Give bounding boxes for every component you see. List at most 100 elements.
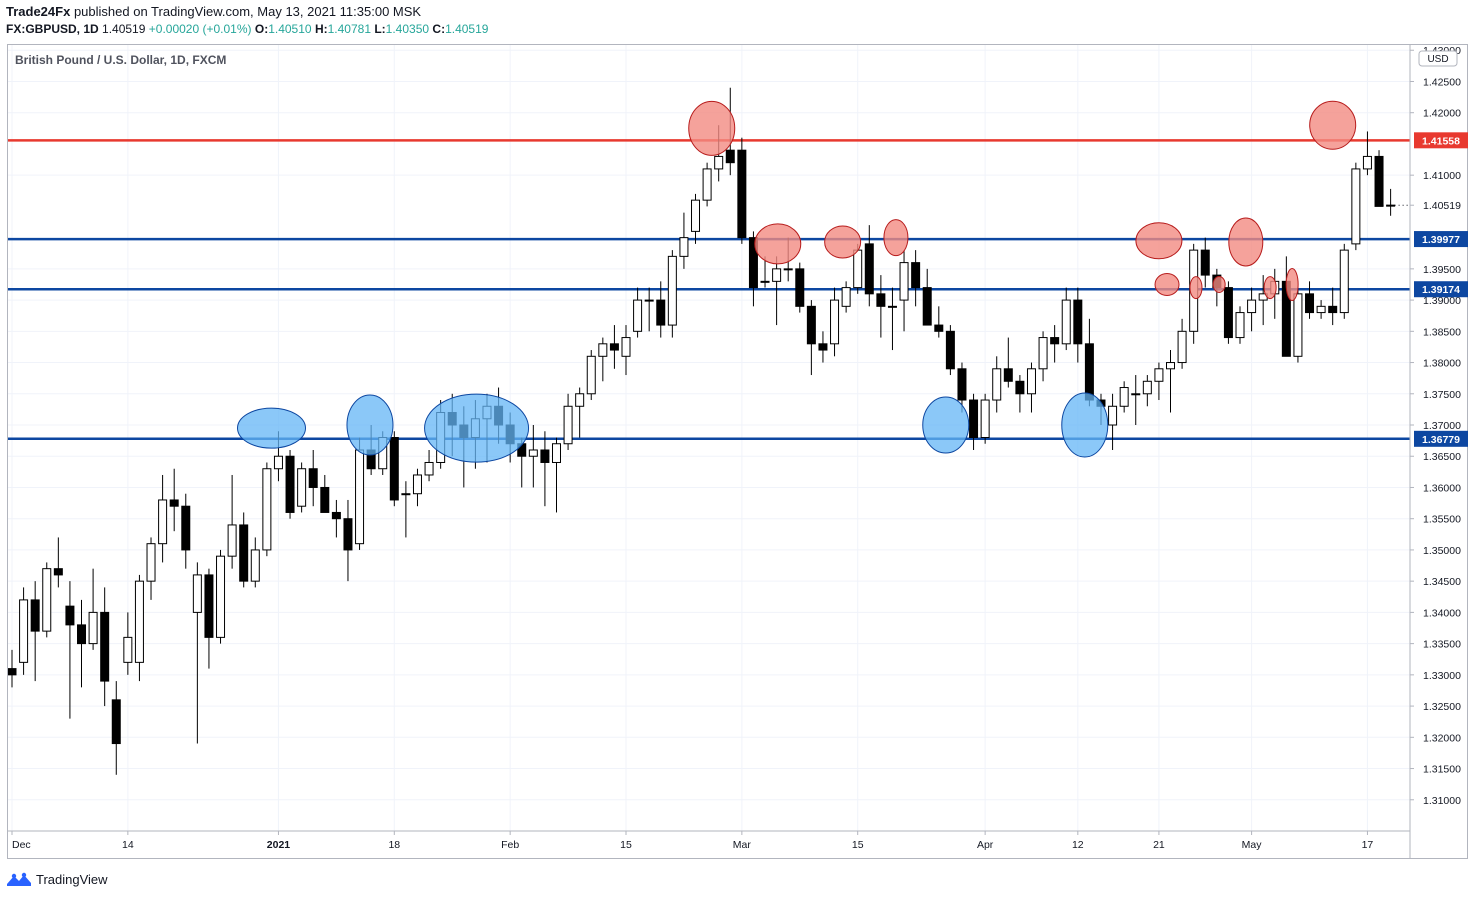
candle xyxy=(192,562,202,744)
bull-candle-body xyxy=(1108,405,1118,426)
bull-candle-body xyxy=(702,168,712,201)
candle xyxy=(760,256,770,288)
bull-candle-body xyxy=(262,468,272,551)
candle xyxy=(389,431,399,507)
bear-candle-body xyxy=(100,611,110,682)
candle xyxy=(1026,362,1036,413)
candle xyxy=(355,437,365,550)
high-label: H: xyxy=(314,22,328,36)
candle xyxy=(331,499,341,538)
candle xyxy=(575,387,585,438)
candle xyxy=(887,287,897,351)
support-marker xyxy=(237,407,307,449)
bull-candle-body xyxy=(1339,249,1349,314)
candle xyxy=(19,587,29,675)
y-tick-label: 1.36500 xyxy=(1423,451,1461,463)
x-tick-label: 17 xyxy=(1362,839,1374,851)
bear-candle-body xyxy=(806,305,816,345)
x-tick-label: 21 xyxy=(1153,839,1165,851)
bear-candle-body xyxy=(864,243,874,295)
bear-candle-body xyxy=(320,486,330,513)
candle xyxy=(123,612,133,675)
footer: TradingView xyxy=(6,870,108,888)
bull-candle-body xyxy=(1038,337,1048,370)
level-price-label: 1.39977 xyxy=(1422,234,1460,246)
resistance-marker xyxy=(1285,267,1299,301)
chart-title: British Pound / U.S. Dollar, 1D, FXCM xyxy=(15,53,226,67)
bear-candle-body xyxy=(285,455,295,513)
close-value: 1.40519 xyxy=(445,22,489,36)
resistance-marker xyxy=(1228,217,1264,267)
candle xyxy=(609,325,619,369)
bull-candle-body xyxy=(783,268,793,271)
candle xyxy=(1166,350,1175,413)
bear-candle-body xyxy=(656,299,666,326)
candle xyxy=(864,225,874,307)
bull-candle-body xyxy=(1386,204,1396,207)
candle xyxy=(702,162,712,207)
bear-candle-body xyxy=(934,324,944,332)
bull-candle-body xyxy=(1362,155,1372,170)
y-tick-label: 1.34000 xyxy=(1423,607,1461,619)
bull-candle-body xyxy=(1154,368,1164,382)
candle xyxy=(691,193,701,244)
candle xyxy=(957,362,967,413)
candle xyxy=(551,437,561,513)
level-price-tag xyxy=(1414,231,1468,248)
y-tick-label: 1.41000 xyxy=(1423,170,1461,182)
bull-candle-body xyxy=(679,237,689,257)
candle xyxy=(633,287,643,338)
grid-lines xyxy=(7,44,1410,831)
bull-candle-body xyxy=(1293,293,1303,357)
bull-candle-body xyxy=(1351,168,1361,245)
bear-candle-body xyxy=(1328,305,1338,314)
candle xyxy=(1142,375,1152,407)
bull-candle-body xyxy=(563,405,573,445)
bull-candle-body xyxy=(691,199,701,232)
resistance-marker xyxy=(754,223,802,265)
bull-candle-body xyxy=(1235,312,1245,339)
candle xyxy=(563,393,573,450)
candle xyxy=(1073,287,1083,363)
candle xyxy=(1131,375,1141,426)
bear-candle-body xyxy=(911,262,921,289)
candle xyxy=(586,350,596,401)
bear-candle-body xyxy=(181,505,191,551)
y-tick-label: 1.37000 xyxy=(1423,420,1461,432)
level-price-label: 1.41558 xyxy=(1422,135,1460,147)
candle xyxy=(320,474,330,513)
bull-candle-body xyxy=(621,337,631,357)
candle xyxy=(969,393,979,450)
support-marker xyxy=(346,394,394,456)
chart-container[interactable]: 1.430001.425001.420001.410001.405191.395… xyxy=(7,44,1468,859)
bull-candle-body xyxy=(841,287,851,307)
low-label: L: xyxy=(374,22,386,36)
y-tick-label: 1.34500 xyxy=(1423,576,1461,588)
level-price-tag xyxy=(1414,132,1468,149)
bull-candle-body xyxy=(355,449,365,545)
footer-brand: TradingView xyxy=(36,871,108,887)
candle xyxy=(343,499,353,582)
bull-candle-body xyxy=(980,399,990,438)
x-tick-label: 18 xyxy=(388,839,400,851)
open-label: O: xyxy=(254,22,269,36)
candle xyxy=(111,681,121,775)
high-value: 1.40781 xyxy=(327,22,371,36)
bull-candle-body xyxy=(146,543,156,582)
candle xyxy=(412,468,422,507)
candle xyxy=(308,449,318,507)
candle xyxy=(737,137,747,244)
support-marker xyxy=(424,393,530,463)
price-chart[interactable]: 1.430001.425001.420001.410001.405191.395… xyxy=(7,44,1468,859)
bear-candle-body xyxy=(7,668,17,676)
candle xyxy=(1223,281,1233,344)
bear-candle-body xyxy=(818,343,828,351)
support-marker xyxy=(922,396,970,454)
x-tick-label: 14 xyxy=(122,839,134,851)
bear-candle-body xyxy=(30,599,40,632)
bear-candle-body xyxy=(737,149,747,239)
x-tick-label: May xyxy=(1242,839,1263,851)
candle xyxy=(77,599,87,688)
candle xyxy=(100,587,110,707)
bear-candle-body xyxy=(65,605,75,626)
